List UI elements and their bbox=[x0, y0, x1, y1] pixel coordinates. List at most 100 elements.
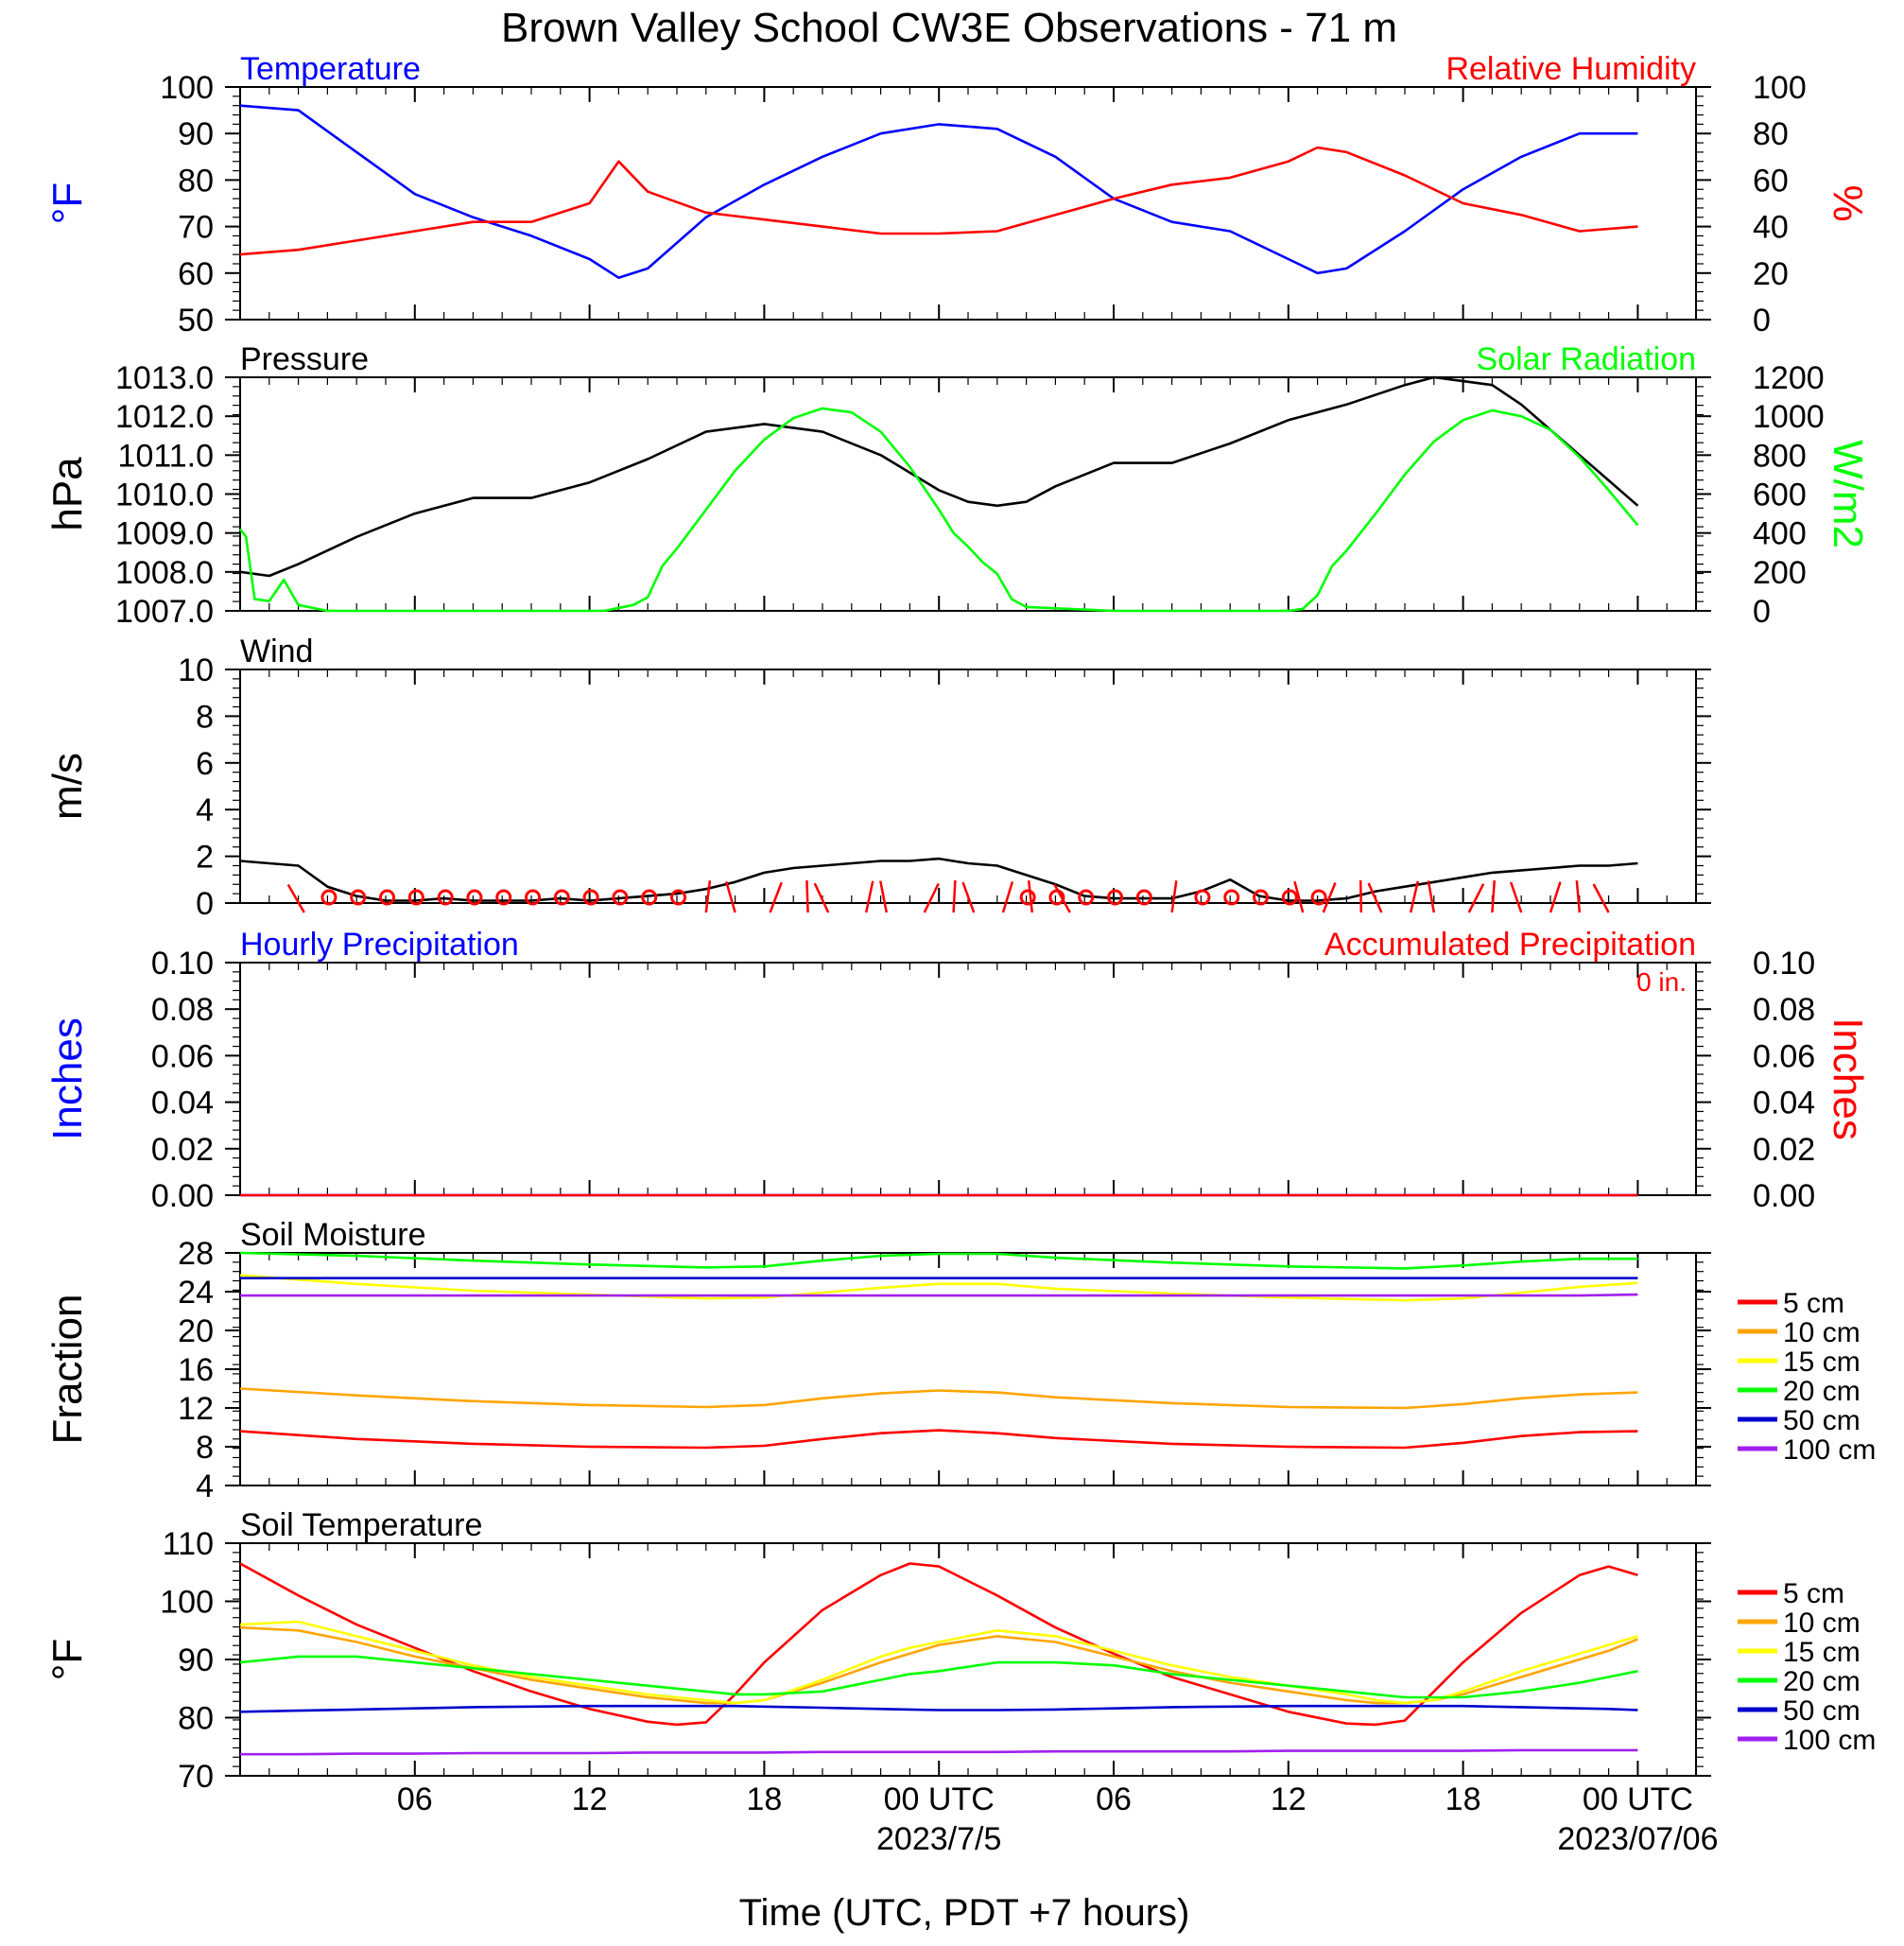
x-date-label: 2023/07/06 bbox=[1557, 1821, 1718, 1857]
y-tick-label-right: 0.00 bbox=[1753, 1178, 1815, 1214]
series-line-10-cm bbox=[239, 1387, 1638, 1410]
y-tick-label-left: 0.10 bbox=[151, 946, 214, 982]
plot-frame bbox=[239, 962, 1697, 1196]
wind-barb bbox=[879, 880, 888, 913]
y-tick-label-right: 0.06 bbox=[1753, 1038, 1815, 1074]
legend-label: 5 cm bbox=[1783, 1578, 1844, 1609]
plot-frame bbox=[239, 376, 1697, 612]
calm-wind-marker bbox=[407, 889, 424, 906]
calm-wind-marker bbox=[612, 889, 629, 906]
x-axis-label: Time (UTC, PDT +7 hours) bbox=[739, 1892, 1190, 1934]
legend-label: 5 cm bbox=[1783, 1288, 1844, 1319]
series-line-5-cm bbox=[239, 1562, 1638, 1727]
figure-title: Brown Valley School CW3E Observations - … bbox=[501, 5, 1397, 51]
calm-wind-marker bbox=[1281, 889, 1298, 906]
calm-wind-marker bbox=[1253, 889, 1270, 906]
y-tick-label-left: 70 bbox=[178, 210, 214, 246]
y-tick-label-left: 60 bbox=[178, 256, 214, 292]
calm-wind-marker bbox=[437, 889, 454, 906]
panel-title-right: Solar Radiation bbox=[1477, 341, 1696, 377]
calm-wind-marker bbox=[1019, 889, 1036, 906]
panel-title-left: Soil Temperature bbox=[240, 1507, 482, 1543]
y-tick-label-left: 80 bbox=[178, 1701, 214, 1737]
wind-barb bbox=[769, 881, 783, 913]
y-tick-label-left: 110 bbox=[163, 1526, 214, 1562]
y-tick-label-left: 28 bbox=[178, 1236, 214, 1272]
calm-wind-marker bbox=[320, 889, 338, 906]
panel-title-left: Hourly Precipitation bbox=[240, 927, 519, 963]
y-tick-label-left: 4 bbox=[196, 1468, 214, 1504]
wind-barb bbox=[961, 881, 976, 913]
y-axis-label-left: hPa bbox=[44, 457, 91, 531]
y-tick-label-right: 800 bbox=[1753, 438, 1807, 474]
y-tick-label-right: 1000 bbox=[1753, 399, 1825, 435]
x-tick-label: 18 bbox=[746, 1781, 782, 1817]
series-line-5-cm bbox=[239, 1429, 1638, 1450]
calm-wind-marker bbox=[1194, 889, 1211, 906]
panel-title-left: Soil Moisture bbox=[240, 1217, 426, 1253]
panel-1: 100 90 80 70 60 50 100 80 60 40 20 0 Temperature Rela… bbox=[44, 51, 1871, 339]
panel-title-left: Pressure bbox=[240, 341, 369, 377]
calm-wind-marker bbox=[1078, 889, 1095, 906]
plot-frame bbox=[239, 86, 1697, 321]
calm-wind-marker bbox=[466, 889, 483, 906]
y-tick-label-left: 16 bbox=[178, 1352, 214, 1388]
x-tick-label: 12 bbox=[1271, 1781, 1307, 1817]
y-tick-label-left: 24 bbox=[178, 1275, 214, 1311]
y-tick-label-left: 1008.0 bbox=[115, 555, 214, 591]
wind-barb bbox=[1467, 883, 1485, 913]
wind-barb bbox=[1359, 879, 1363, 913]
y-tick-label-left: 0.06 bbox=[151, 1038, 214, 1074]
y-tick-label-left: 8 bbox=[196, 1430, 214, 1466]
x-tick-label: 12 bbox=[572, 1781, 608, 1817]
legend-label: 15 cm bbox=[1783, 1637, 1861, 1668]
y-axis-label-left: m/s bbox=[44, 753, 91, 820]
plot-frame bbox=[239, 1542, 1697, 1777]
calm-wind-marker bbox=[495, 889, 512, 906]
y-axis-label-left: °F bbox=[44, 182, 91, 224]
series-line-wind bbox=[239, 857, 1638, 902]
y-tick-label-left: 50 bbox=[178, 303, 214, 339]
wind-barb bbox=[1491, 879, 1497, 913]
wind-barb bbox=[1027, 880, 1034, 913]
y-tick-label-left: 4 bbox=[196, 792, 214, 828]
panel-title-left: Wind bbox=[240, 634, 313, 669]
series-line-50-cm bbox=[239, 1704, 1638, 1713]
precip-total-annotation: 0 in. bbox=[1636, 967, 1687, 997]
y-axis-label-left: Inches bbox=[44, 1017, 91, 1140]
legend-label: 50 cm bbox=[1783, 1695, 1861, 1727]
calm-wind-marker bbox=[582, 889, 599, 906]
series-line-20-cm bbox=[239, 1655, 1638, 1699]
legend-label: 100 cm bbox=[1783, 1725, 1876, 1756]
wind-barb bbox=[813, 882, 830, 913]
x-date-label: 2023/7/5 bbox=[876, 1821, 1001, 1857]
y-tick-label-right: 0.02 bbox=[1753, 1132, 1815, 1168]
y-tick-label-right: 0 bbox=[1753, 303, 1771, 339]
wind-barb bbox=[805, 879, 809, 913]
series-line-15-cm bbox=[239, 1274, 1638, 1302]
calm-wind-marker bbox=[553, 889, 570, 906]
calm-wind-marker bbox=[1223, 889, 1240, 906]
wind-barb bbox=[1293, 880, 1305, 913]
legend-label: 100 cm bbox=[1783, 1434, 1876, 1466]
wind-barb bbox=[1427, 880, 1436, 913]
series-line-15-cm bbox=[239, 1620, 1638, 1705]
wind-barb bbox=[1575, 880, 1582, 913]
y-tick-label-right: 40 bbox=[1753, 210, 1789, 246]
y-tick-label-left: 20 bbox=[178, 1313, 214, 1349]
y-tick-label-left: 6 bbox=[196, 746, 214, 782]
series-line-100-cm bbox=[240, 1293, 1638, 1297]
panel-3: 10 8 6 4 2 0 Wind m/s bbox=[44, 634, 1711, 922]
y-tick-label-left: 1012.0 bbox=[115, 399, 214, 435]
series-line-100-cm bbox=[240, 1748, 1638, 1756]
y-axis-label-right: W/m2 bbox=[1825, 440, 1871, 548]
calm-wind-marker bbox=[670, 889, 687, 906]
calm-wind-marker bbox=[350, 889, 367, 906]
panel-title-right: Accumulated Precipitation bbox=[1324, 927, 1696, 963]
y-tick-label-left: 12 bbox=[178, 1391, 214, 1427]
x-tick-label: 00 UTC bbox=[1583, 1781, 1693, 1817]
y-tick-label-left: 2 bbox=[196, 840, 214, 876]
